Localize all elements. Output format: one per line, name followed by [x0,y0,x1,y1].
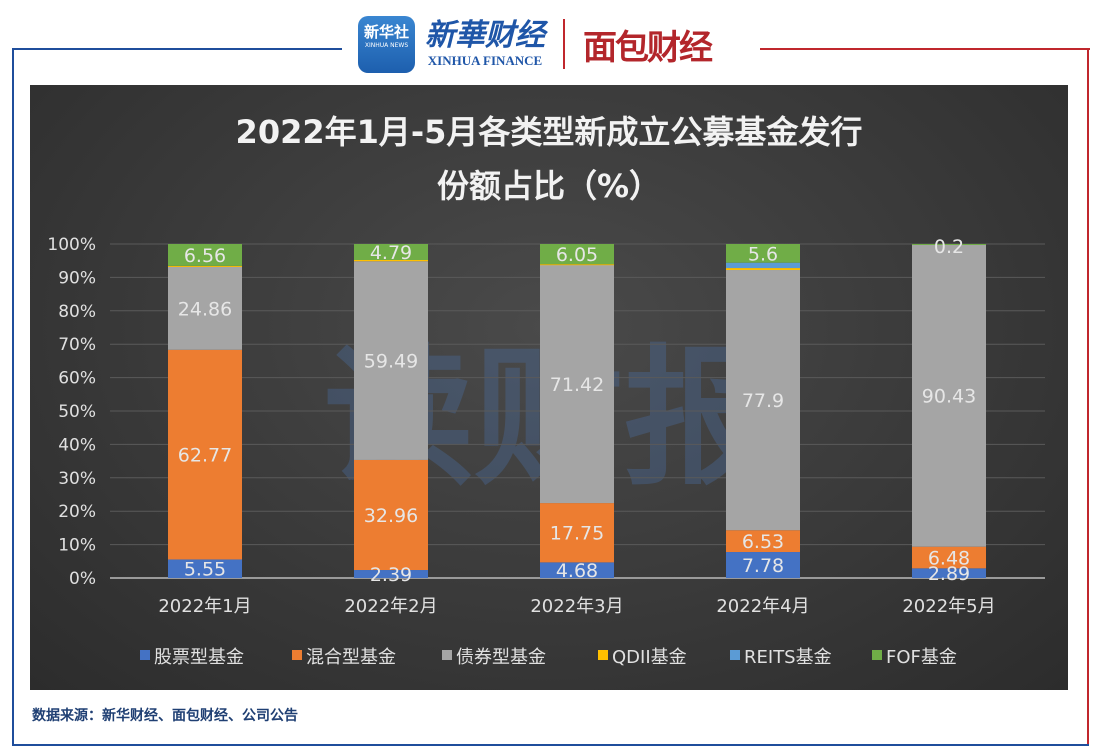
legend-label: 混合型基金 [306,647,396,668]
bar-segment [354,244,428,260]
data-label: 6.56 [184,245,226,267]
legend-item: 股票型基金 [140,647,244,668]
data-label: 90.43 [922,386,976,408]
legend-label: 债券型基金 [456,647,546,668]
data-label: 2.89 [928,563,970,585]
bar-segment [540,503,614,563]
header-logos: 新华社 XINHUA NEWS 新華财经 XINHUA FINANCE 面包财经 [358,14,713,74]
y-tick-label: 70% [58,335,96,355]
bar-segment [168,559,242,578]
legend-swatch [140,650,150,660]
bar-segment [354,261,428,460]
x-tick-label: 2022年5月 [902,596,995,617]
data-label: 6.05 [556,244,598,266]
legend-label: 股票型基金 [154,647,244,668]
bar-segment [726,552,800,578]
bar-segment [168,266,242,350]
bar-segment [726,530,800,553]
bar-segment [540,244,614,265]
data-label: 62.77 [178,445,232,467]
bar-segment [168,265,242,267]
mianbao-logo: 面包财经 [583,27,713,68]
x-tick-label: 2022年3月 [530,596,623,617]
frame-top-right [760,48,1090,50]
data-label: 77.9 [742,390,784,412]
bar-segment [354,459,428,571]
frame-bottom [12,744,1089,746]
x-tick-label: 2022年4月 [716,596,809,617]
xinhua-finance-logo: 新華财经 XINHUA FINANCE [425,18,545,69]
y-tick-label: 30% [58,469,96,489]
y-tick-label: 100% [47,235,96,255]
data-label: 59.49 [364,351,418,373]
x-tick-label: 2022年1月 [158,596,251,617]
data-label: 24.86 [178,298,232,320]
data-label: 4.79 [370,242,412,264]
legend-item: 债券型基金 [442,647,546,668]
y-tick-label: 20% [58,502,96,522]
chart-panel: 读财报 2022年1月-5月各类型新成立公募基金发行 份额占比（%） 0%10%… [30,85,1068,690]
y-tick-label: 10% [58,536,96,556]
bar-segment [912,244,986,245]
bar-segment [912,546,986,569]
y-tick-label: 90% [58,268,96,288]
legend-swatch [872,650,882,660]
legend-item: 混合型基金 [292,647,396,668]
data-label: 17.75 [550,523,604,545]
bar-segment [726,244,800,263]
bar-segment [726,262,800,269]
frame-top-left [12,48,342,50]
data-label: 32.96 [364,505,418,527]
bar-segment [354,259,428,262]
data-label: 4.68 [556,560,598,582]
x-tick-label: 2022年2月 [344,596,437,617]
data-label: 5.6 [748,243,778,265]
legend-label: REITS基金 [744,647,832,668]
data-label: 6.53 [742,531,784,553]
source-note: 数据来源：新华财经、面包财经、公司公告 [32,708,298,724]
bar-segment [726,270,800,531]
bar-segment [912,568,986,578]
legend-swatch [442,650,452,660]
data-label: 0.2 [934,236,964,258]
bar-segment [540,562,614,578]
legend-swatch [598,650,608,660]
logo-divider [563,19,565,69]
y-tick-label: 50% [58,402,96,422]
bar-segment [540,264,614,504]
bar-segment [354,570,428,578]
chart: 读财报 2022年1月-5月各类型新成立公募基金发行 份额占比（%） 0%10%… [47,113,1045,668]
frame-left [12,48,14,745]
legend-swatch [292,650,302,660]
data-label: 7.78 [742,555,784,577]
legend-swatch [730,650,740,660]
bar-segment [912,244,986,547]
y-tick-label: 40% [58,435,96,455]
bar-segment [540,264,614,266]
y-tick-label: 80% [58,302,96,322]
y-tick-label: 60% [58,369,96,389]
y-tick-label: 0% [69,569,96,589]
data-label: 6.48 [928,548,970,570]
chart-title-line-2: 份额占比（%） [437,167,661,205]
data-label: 5.55 [184,559,226,581]
legend-label: FOF基金 [886,647,957,668]
xinhua-news-logo: 新华社 XINHUA NEWS [358,15,415,73]
chart-title-line-1: 2022年1月-5月各类型新成立公募基金发行 [236,113,863,151]
bar-segment [168,349,242,560]
bar-segment [168,244,242,266]
legend-item: FOF基金 [872,647,957,668]
legend-label: QDII基金 [612,647,687,668]
legend-item: REITS基金 [730,647,832,668]
frame-right [1087,48,1089,745]
legend-item: QDII基金 [598,647,687,668]
data-label: 71.42 [550,374,604,396]
data-label: 2.39 [370,564,412,586]
bar-segment [726,268,800,271]
